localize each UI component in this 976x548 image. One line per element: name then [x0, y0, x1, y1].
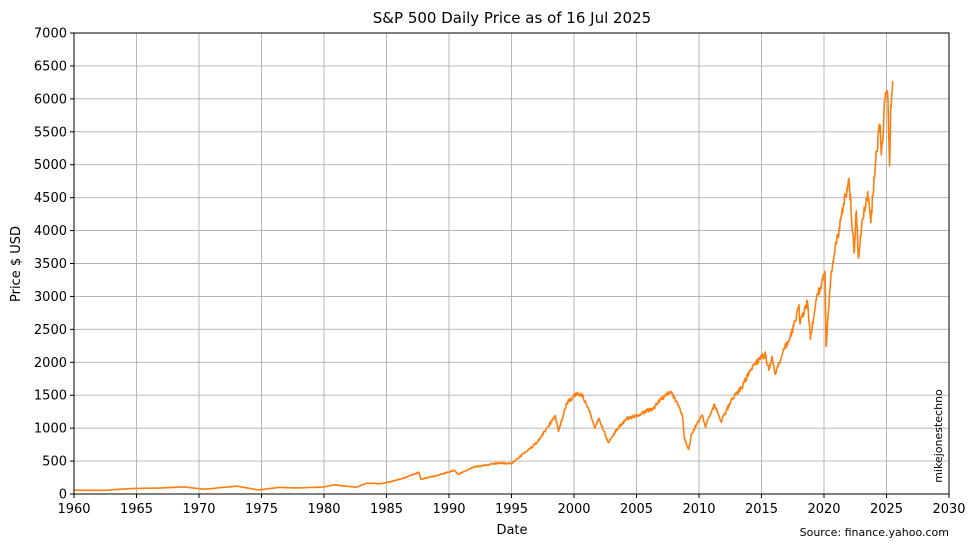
- x-tick-label: 1995: [495, 502, 528, 517]
- plot-frame: [73, 32, 950, 495]
- x-tick-label: 2015: [745, 502, 778, 517]
- y-axis-label: Price $ USD: [9, 226, 24, 302]
- x-axis: 1960 1965 1970 1975 1980 1985 1990 1995 2000 2005…: [57, 494, 966, 517]
- y-axis: 0 500 1000 1500 2000 2500 3000 3500 4000 4500 5000…: [34, 27, 74, 503]
- y-tick-label: 500: [42, 455, 67, 470]
- source-note: Source: finance.yahoo.com: [800, 526, 949, 539]
- y-tick-label: 4500: [34, 191, 67, 206]
- x-tick-label: 2005: [620, 502, 653, 517]
- y-tick-label: 2500: [34, 323, 67, 338]
- y-tick-label: 5000: [34, 158, 67, 173]
- x-tick-label: 2025: [870, 502, 903, 517]
- x-tick-label: 1975: [245, 502, 278, 517]
- x-tick-label: 2010: [682, 502, 715, 517]
- y-tick-label: 1000: [34, 422, 67, 437]
- x-tick-label: 1970: [182, 502, 215, 517]
- watermark-text: mikejonestechno: [932, 389, 945, 483]
- y-tick-label: 6500: [34, 59, 67, 74]
- x-tick-label: 2030: [932, 502, 965, 517]
- x-tick-label: 1965: [120, 502, 153, 517]
- x-tick-label: 1960: [57, 502, 90, 517]
- y-tick-label: 1500: [34, 389, 67, 404]
- y-tick-label: 7000: [34, 27, 67, 42]
- x-tick-label: 1985: [370, 502, 403, 517]
- series-layer: [73, 81, 894, 492]
- x-tick-label: 1980: [307, 502, 340, 517]
- y-tick-label: 4000: [34, 224, 67, 239]
- y-tick-label: 0: [59, 488, 67, 503]
- x-tick-label: 2020: [807, 502, 840, 517]
- x-tick-label: 2000: [557, 502, 590, 517]
- y-tick-label: 3500: [34, 257, 67, 272]
- y-tick-label: 5500: [34, 125, 67, 140]
- x-tick-label: 1990: [432, 502, 465, 517]
- price-series-line: [73, 81, 894, 492]
- y-tick-label: 3000: [34, 290, 67, 305]
- x-axis-label: Date: [496, 523, 527, 538]
- y-tick-label: 2000: [34, 356, 67, 371]
- chart-title: S&P 500 Daily Price as of 16 Jul 2025: [373, 9, 651, 27]
- y-tick-label: 6000: [34, 92, 67, 107]
